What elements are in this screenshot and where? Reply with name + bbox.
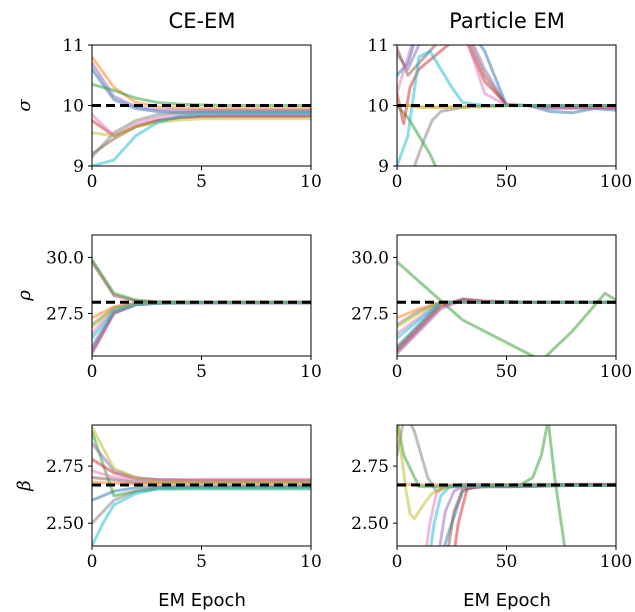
axes-frame — [396, 234, 617, 357]
x-tick-label: 100 — [600, 172, 632, 192]
x-axis-label-left: EM Epoch — [158, 590, 246, 611]
series-line-1 — [442, 484, 616, 546]
series-line-10 — [397, 49, 616, 166]
subplot-ce-sigma: 0 5 10 9 10 11 σ — [14, 36, 322, 192]
series-group — [397, 45, 616, 166]
series-line-5 — [92, 301, 311, 356]
x-tick-label: 0 — [87, 552, 98, 572]
series-line-9 — [92, 117, 311, 138]
subplot-pem-beta: 0 50 100 2.50 2.75 — [351, 424, 632, 572]
series-line-3 — [397, 104, 437, 166]
series-group — [397, 425, 616, 546]
y-tick-label: 30.0 — [46, 248, 84, 268]
x-tick-label: 10 — [300, 362, 322, 382]
x-tick-label: 0 — [392, 362, 403, 382]
series-line-10 — [92, 301, 311, 340]
x-tick-label: 0 — [87, 172, 98, 192]
series-line-10 — [429, 484, 616, 546]
x-tick-label: 100 — [600, 362, 632, 382]
x-tick-label: 0 — [87, 362, 98, 382]
subplot-pem-rho: 0 50 100 27.5 30.0 — [351, 234, 632, 382]
column-title-ce-em: CE-EM — [169, 9, 236, 33]
series-line-9 — [92, 300, 311, 329]
x-tick-label: 0 — [392, 552, 403, 572]
y-tick-label: 11 — [367, 36, 389, 56]
series-line-4 — [92, 457, 311, 482]
series-group — [92, 425, 311, 546]
subplot-ce-beta: 0 5 10 2.50 2.75 β — [14, 424, 322, 572]
y-tick-label: 30.0 — [351, 248, 389, 268]
series-line-10 — [92, 486, 311, 546]
x-tick-label: 10 — [300, 552, 322, 572]
series-line-3 — [92, 258, 311, 304]
series-line-3 — [397, 425, 567, 546]
series-line-6 — [397, 45, 616, 109]
y-tick-label: 2.75 — [351, 457, 389, 477]
y-tick-label: 27.5 — [351, 304, 389, 324]
series-line-8 — [397, 425, 616, 493]
series-line-4 — [453, 482, 616, 546]
y-tick-label: 2.50 — [351, 514, 389, 534]
y-axis-label: β — [14, 480, 35, 491]
y-tick-label: 10 — [367, 97, 389, 117]
series-group — [92, 258, 311, 356]
series-line-8 — [92, 110, 311, 159]
series-line-5 — [92, 441, 311, 483]
series-line-6 — [447, 484, 616, 546]
y-tick-label: 10 — [62, 97, 84, 117]
y-tick-label: 2.75 — [46, 457, 84, 477]
series-group — [397, 260, 616, 356]
x-tick-label: 50 — [496, 362, 518, 382]
y-axis-label: σ — [14, 99, 35, 112]
x-tick-label: 0 — [392, 172, 403, 192]
y-axis-label: ρ — [14, 290, 35, 302]
series-group — [92, 55, 311, 166]
x-tick-label: 100 — [600, 552, 632, 572]
x-tick-label: 5 — [196, 172, 207, 192]
series-line-3 — [397, 260, 616, 356]
y-tick-label: 27.5 — [46, 304, 84, 324]
x-tick-label: 50 — [496, 552, 518, 572]
y-tick-label: 9 — [73, 157, 84, 177]
x-tick-label: 50 — [496, 172, 518, 192]
series-line-9 — [92, 425, 311, 484]
x-tick-label: 5 — [196, 362, 207, 382]
y-tick-label: 2.50 — [46, 514, 84, 534]
series-line-1 — [397, 45, 616, 115]
series-line-9 — [397, 425, 616, 521]
x-tick-label: 5 — [196, 552, 207, 572]
subplot-ce-rho: 0 5 10 27.5 30.0 ρ — [14, 234, 322, 382]
subplot-pem-sigma: 0 50 100 9 10 11 — [367, 36, 632, 192]
series-line-10 — [92, 111, 311, 166]
column-title-particle-em: Particle EM — [449, 9, 565, 33]
y-tick-label: 11 — [62, 36, 84, 56]
x-axis-label-right: EM Epoch — [463, 590, 551, 611]
series-line-7 — [397, 45, 616, 109]
x-tick-label: 10 — [300, 172, 322, 192]
y-tick-label: 9 — [378, 157, 389, 177]
